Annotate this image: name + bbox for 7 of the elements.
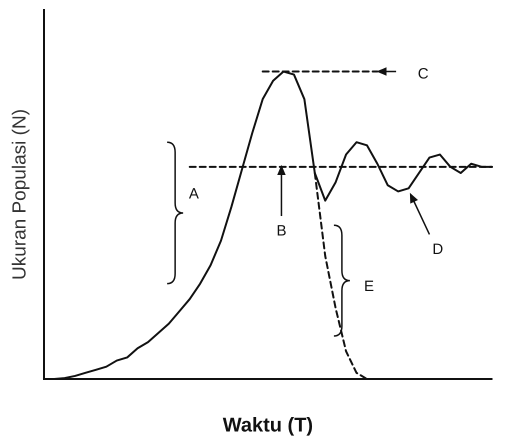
- x-axis-title: Waktu (T): [222, 414, 314, 437]
- annotation: A: [188, 186, 199, 203]
- annotation: E: [364, 278, 374, 295]
- y-axis-title: Ukuran Populasi (N): [10, 108, 31, 280]
- annotation: D: [432, 240, 444, 258]
- annotation: B: [276, 222, 286, 240]
- annotation: C: [418, 66, 429, 83]
